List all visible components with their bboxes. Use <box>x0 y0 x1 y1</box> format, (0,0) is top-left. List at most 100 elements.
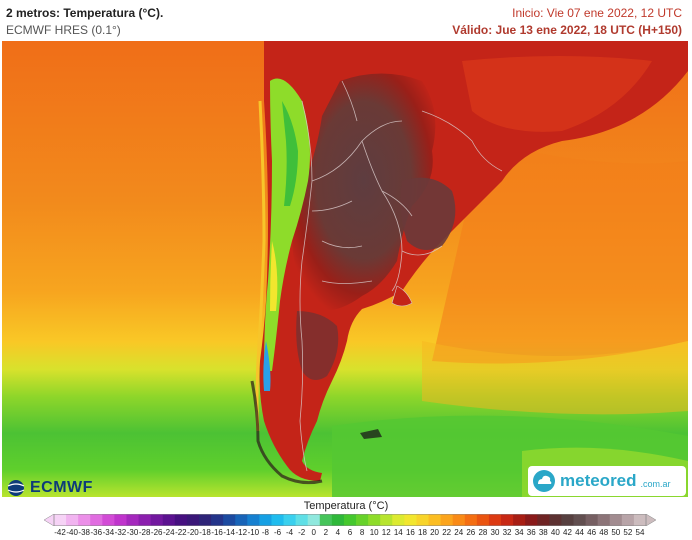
legend-swatch <box>283 514 297 526</box>
legend-tick-label: 16 <box>405 528 415 537</box>
legend-tick-label: 30 <box>490 528 500 537</box>
legend-swatch <box>464 514 478 526</box>
legend-swatch <box>609 514 623 526</box>
legend-swatch <box>78 514 91 526</box>
ecmwf-globe-icon <box>7 480 25 496</box>
legend-tick-label: -38 <box>78 528 90 537</box>
legend-tick-label: -18 <box>199 528 211 537</box>
legend-swatch <box>102 514 115 526</box>
legend-swatch <box>54 514 67 526</box>
legend-tick-label: 12 <box>381 528 391 537</box>
legend-swatch <box>235 514 248 526</box>
legend-arrow-left <box>44 514 55 526</box>
legend-tick-label: 26 <box>466 528 476 537</box>
legend-swatch <box>561 514 575 526</box>
legend-swatch <box>331 514 345 526</box>
legend-tick-label: 42 <box>563 528 572 537</box>
legend-swatch <box>223 514 236 526</box>
legend-swatch <box>186 514 200 526</box>
legend-tick-label: 50 <box>611 528 621 537</box>
legend-swatch <box>525 514 538 526</box>
legend-tick-label: -14 <box>223 528 235 537</box>
legend-swatch <box>428 514 442 526</box>
legend-swatch <box>440 514 454 526</box>
legend-swatch <box>585 514 599 526</box>
legend-title: Temperatura (°C) <box>303 500 389 512</box>
legend-tick-label: -30 <box>126 528 139 537</box>
legend-swatch <box>597 514 611 526</box>
legend-tick-label: -28 <box>138 528 151 537</box>
legend-swatch <box>126 514 140 526</box>
legend-swatch <box>174 514 188 526</box>
legend-tick-label: 40 <box>550 528 560 537</box>
legend-tick-label: -26 <box>150 528 163 537</box>
legend-tick-label: 24 <box>454 528 464 537</box>
legend-swatch <box>295 514 309 526</box>
legend-swatch <box>211 514 224 526</box>
legend-swatch <box>404 514 417 526</box>
legend-swatch <box>271 514 285 526</box>
legend-swatch <box>452 514 466 526</box>
init-time: Inicio: Vie 07 ene 2022, 12 UTC <box>512 6 682 20</box>
legend-tick-label: 10 <box>369 528 379 537</box>
legend-swatch <box>90 514 103 526</box>
legend-tick-label: -42 <box>54 528 66 537</box>
legend-swatch <box>150 514 164 526</box>
legend-swatch <box>114 514 127 526</box>
legend-tick-label: -6 <box>273 528 282 537</box>
ecmwf-logo-text: ECMWF <box>30 479 93 496</box>
legend-swatch <box>319 514 333 526</box>
legend-tick-label: 54 <box>635 528 645 537</box>
legend-tick-label: 14 <box>393 528 403 537</box>
legend-tick-label: 28 <box>478 528 488 537</box>
valid-time: Válido: Jue 13 ene 2022, 18 UTC (H+150) <box>452 23 682 37</box>
legend-swatch <box>198 514 212 526</box>
legend-swatch <box>513 514 526 526</box>
legend-tick-label: -10 <box>247 528 260 537</box>
legend-tick-label: 52 <box>623 528 633 537</box>
legend-tick-label: -34 <box>102 528 115 537</box>
legend-tick-label: -40 <box>66 528 78 537</box>
model-name: ECMWF HRES (0.1°) <box>6 23 121 37</box>
legend-swatch <box>138 514 152 526</box>
legend-tick-label: -12 <box>235 528 248 537</box>
legend-swatch <box>416 514 430 526</box>
legend-swatch <box>573 514 587 526</box>
legend-tick-label: -36 <box>90 528 103 537</box>
legend-tick-label: 32 <box>502 528 512 537</box>
legend-tick-label: -4 <box>286 528 294 537</box>
legend-swatch <box>368 514 381 526</box>
legend-tick-label: 38 <box>538 528 548 537</box>
legend-tick-label: 22 <box>442 528 452 537</box>
meteored-logo: meteored .com.ar <box>528 466 686 496</box>
legend-swatch <box>549 514 562 526</box>
legend-tick-label: -20 <box>187 528 199 537</box>
legend-tick-label: -22 <box>175 528 187 537</box>
legend-tick-label: 20 <box>430 528 440 537</box>
legend-swatch <box>476 514 490 526</box>
meteored-cloud-icon <box>533 470 555 492</box>
legend-swatch <box>343 514 357 526</box>
legend-color-bar <box>44 514 656 526</box>
legend-labels: -42 -40 -38 -36 -34 -32 -30 -28 -26 -24 -22 -20 -18-… <box>44 528 656 540</box>
meteored-logo-text: meteored <box>560 471 637 490</box>
legend-tick-label: 44 <box>575 528 584 537</box>
legend-tick-label: 0 <box>311 528 316 537</box>
legend-tick-label: 6 <box>347 528 353 537</box>
legend-swatch <box>259 514 272 526</box>
legend-tick-label: -16 <box>211 528 223 537</box>
legend-swatch <box>247 514 260 526</box>
legend-tick-label: 8 <box>359 528 365 537</box>
legend-tick-label: 34 <box>514 528 524 537</box>
legend-swatch <box>162 514 176 526</box>
legend-swatch <box>356 514 369 526</box>
map-title: 2 metros: Temperatura (°C). <box>6 6 164 20</box>
legend-tick-label: 18 <box>418 528 427 537</box>
legend-swatch <box>392 514 405 526</box>
temperature-map <box>2 41 688 497</box>
legend-swatch <box>633 514 647 526</box>
legend-swatch <box>488 514 502 526</box>
legend-arrow-right <box>645 514 656 526</box>
legend-swatch <box>66 514 79 526</box>
legend-tick-label: -32 <box>114 528 127 537</box>
